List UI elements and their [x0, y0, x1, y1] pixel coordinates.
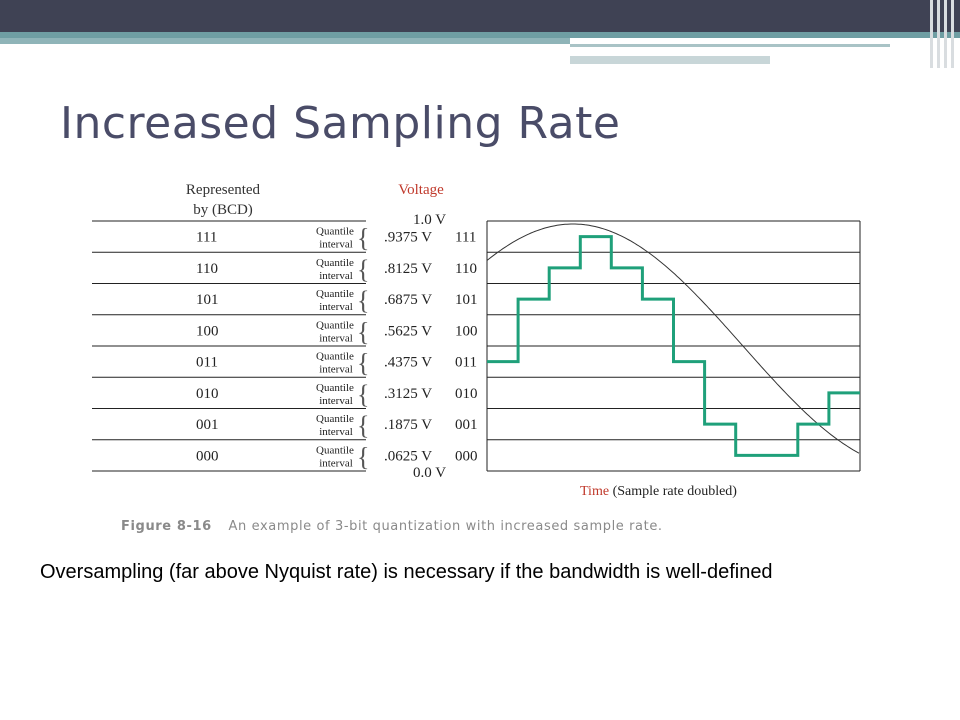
brace-glyph: {	[357, 255, 369, 284]
x-axis-label: Time (Sample rate doubled)	[580, 484, 737, 499]
bcd-code: 101	[196, 292, 219, 308]
quantile-label: Quantile	[316, 319, 354, 331]
interval-label: interval	[319, 364, 353, 376]
level-voltage: .9375 V	[384, 230, 432, 246]
figure-number: Figure 8-16	[121, 519, 212, 534]
level-voltage: .3125 V	[384, 386, 432, 402]
level-voltage: .1875 V	[384, 417, 432, 433]
quantile-label: Quantile	[316, 444, 354, 456]
header-band	[0, 0, 960, 68]
header-represented: Represented	[186, 182, 261, 198]
quantized-staircase	[487, 235, 860, 457]
level-code: 011	[455, 355, 477, 371]
quantile-label: Quantile	[316, 226, 354, 238]
quantile-label: Quantile	[316, 351, 354, 363]
level-code: 100	[455, 323, 478, 339]
level-code: 101	[455, 292, 478, 308]
brace-glyph: {	[357, 349, 369, 378]
level-code: 111	[455, 230, 476, 246]
level-voltage: .5625 V	[384, 323, 432, 339]
interval-label: interval	[319, 426, 353, 438]
bcd-code: 100	[196, 323, 219, 339]
header-by-bcd: by (BCD)	[193, 202, 253, 218]
level-code: 000	[455, 448, 478, 464]
interval-label: interval	[319, 457, 353, 469]
quantile-label: Quantile	[316, 413, 354, 425]
interval-label: interval	[319, 332, 353, 344]
bcd-code: 010	[196, 386, 219, 402]
bottom-voltage-label: 0.0 V	[413, 465, 446, 481]
x-axis-time: Time	[580, 484, 609, 499]
level-voltage: .4375 V	[384, 355, 432, 371]
page-title: Increased Sampling Rate	[60, 98, 621, 149]
level-code: 001	[455, 417, 478, 433]
figure-caption-text: An example of 3-bit quantization with in…	[228, 519, 663, 534]
top-voltage-label: 1.0 V	[413, 212, 446, 228]
bcd-code: 111	[196, 230, 217, 246]
interval-label: interval	[319, 301, 353, 313]
quantile-label: Quantile	[316, 288, 354, 300]
interval-label: interval	[319, 239, 353, 251]
level-code: 110	[455, 261, 477, 277]
quantile-label: Quantile	[316, 382, 354, 394]
interval-label: interval	[319, 395, 353, 407]
bcd-code: 110	[196, 261, 218, 277]
brace-glyph: {	[357, 442, 369, 471]
level-voltage: .0625 V	[384, 448, 432, 464]
waveform-plot: Time (Sample rate doubled)	[486, 220, 861, 499]
brace-glyph: {	[357, 224, 369, 253]
brace-glyph: {	[357, 286, 369, 315]
level-voltage: .8125 V	[384, 261, 432, 277]
bcd-code: 011	[196, 355, 218, 371]
figure-caption: Figure 8-16 An example of 3-bit quantiza…	[121, 519, 663, 534]
quantile-label: Quantile	[316, 257, 354, 269]
brace-glyph: {	[357, 411, 369, 440]
bcd-code: 001	[196, 417, 219, 433]
level-voltage: .6875 V	[384, 292, 432, 308]
oversampling-note: Oversampling (far above Nyquist rate) is…	[40, 561, 773, 583]
bcd-code: 000	[196, 448, 219, 464]
interval-label: interval	[319, 270, 353, 282]
brace-glyph: {	[357, 317, 369, 346]
header-voltage: Voltage	[398, 182, 444, 198]
x-axis-note: (Sample rate doubled)	[609, 484, 737, 499]
sine-wave	[486, 223, 860, 454]
level-code: 010	[455, 386, 478, 402]
brace-glyph: {	[357, 380, 369, 409]
